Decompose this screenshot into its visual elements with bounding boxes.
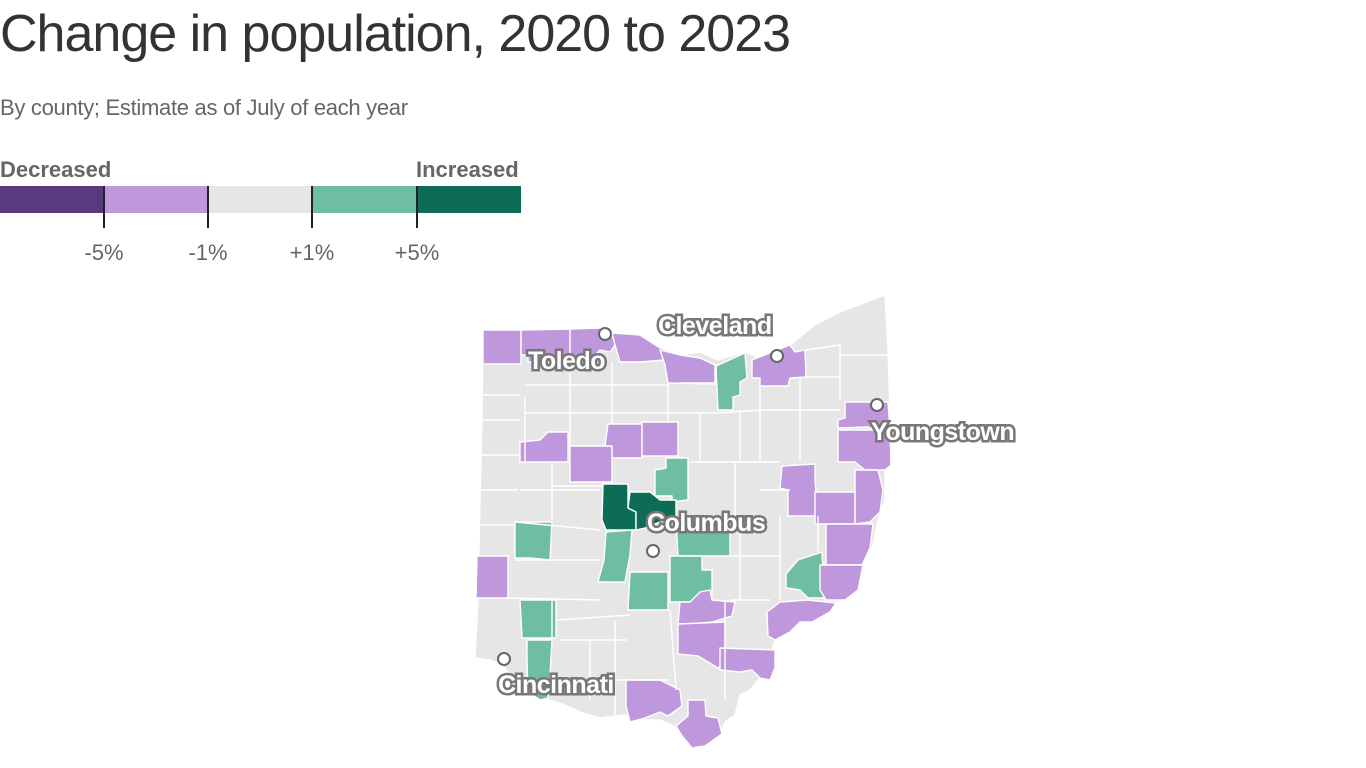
cincinnati-label: Cincinnati bbox=[498, 671, 614, 699]
legend-swatch-decrease bbox=[104, 186, 209, 213]
county-delaware bbox=[627, 491, 677, 531]
county-erie bbox=[659, 349, 716, 385]
county-lawrence bbox=[675, 699, 723, 749]
legend-swatch-neutral bbox=[208, 186, 313, 213]
county-preble bbox=[475, 555, 509, 599]
legend-tick-label: +5% bbox=[394, 240, 440, 265]
city-markers bbox=[497, 327, 884, 666]
legend-tick-label: -1% bbox=[188, 240, 228, 265]
ohio-county-map: Toledo Cleveland Youngstown Columbus Cin… bbox=[474, 294, 1018, 749]
youngstown-label: Youngstown bbox=[871, 418, 1014, 446]
legend-color-bar bbox=[0, 186, 522, 213]
county-clark bbox=[514, 521, 553, 561]
county-williams bbox=[482, 329, 522, 365]
county-cuyahoga bbox=[751, 344, 807, 387]
county-monroe bbox=[819, 564, 864, 601]
legend-tick bbox=[103, 186, 105, 228]
columbus-label: Columbus bbox=[647, 509, 765, 537]
county-hardin bbox=[569, 445, 613, 483]
county-madison bbox=[597, 529, 633, 583]
legend-swatch-strong-increase bbox=[416, 186, 522, 213]
legend-tick-label: +1% bbox=[289, 240, 335, 265]
cleveland-marker bbox=[770, 349, 784, 363]
legend-decreased-label: Decreased bbox=[0, 157, 112, 182]
county-medina-lorain bbox=[715, 352, 748, 411]
chart-title: Change in population, 2020 to 2023 bbox=[0, 5, 791, 63]
county-pickaway bbox=[627, 571, 669, 611]
youngstown-marker bbox=[870, 398, 884, 412]
cincinnati-marker bbox=[497, 652, 511, 666]
county-harrison bbox=[814, 491, 856, 525]
legend-tick bbox=[311, 186, 313, 228]
county-crawford bbox=[641, 421, 679, 457]
county-morrow bbox=[654, 457, 689, 503]
chart-subtitle: By county; Estimate as of July of each y… bbox=[0, 95, 408, 120]
county-scioto bbox=[625, 679, 683, 723]
color-legend: Decreased Increased -5% -1% +1% +5% bbox=[0, 155, 530, 275]
legend-tick bbox=[416, 186, 418, 228]
county-clermont bbox=[526, 639, 553, 701]
legend-swatch-increase bbox=[312, 186, 417, 213]
county-fairfield bbox=[669, 555, 713, 603]
legend-tick-label: -5% bbox=[84, 240, 124, 265]
county-carroll bbox=[779, 463, 819, 517]
legend-tick bbox=[207, 186, 209, 228]
legend-swatch-strong-decrease bbox=[0, 186, 105, 213]
county-belmont bbox=[825, 523, 874, 566]
county-warren bbox=[519, 599, 557, 639]
cleveland-label: Cleveland bbox=[658, 312, 772, 340]
county-meigs bbox=[719, 647, 776, 681]
toledo-label: Toledo bbox=[528, 347, 605, 375]
legend-increased-label: Increased bbox=[416, 157, 519, 182]
county-washington bbox=[766, 599, 837, 641]
county-borders bbox=[480, 344, 888, 718]
columbus-marker bbox=[646, 544, 660, 558]
city-labels: Toledo Cleveland Youngstown Columbus Cin… bbox=[496, 310, 1018, 702]
counties bbox=[474, 294, 892, 749]
county-guernsey bbox=[785, 551, 825, 599]
county-allen bbox=[519, 431, 569, 463]
toledo-marker bbox=[598, 327, 612, 341]
